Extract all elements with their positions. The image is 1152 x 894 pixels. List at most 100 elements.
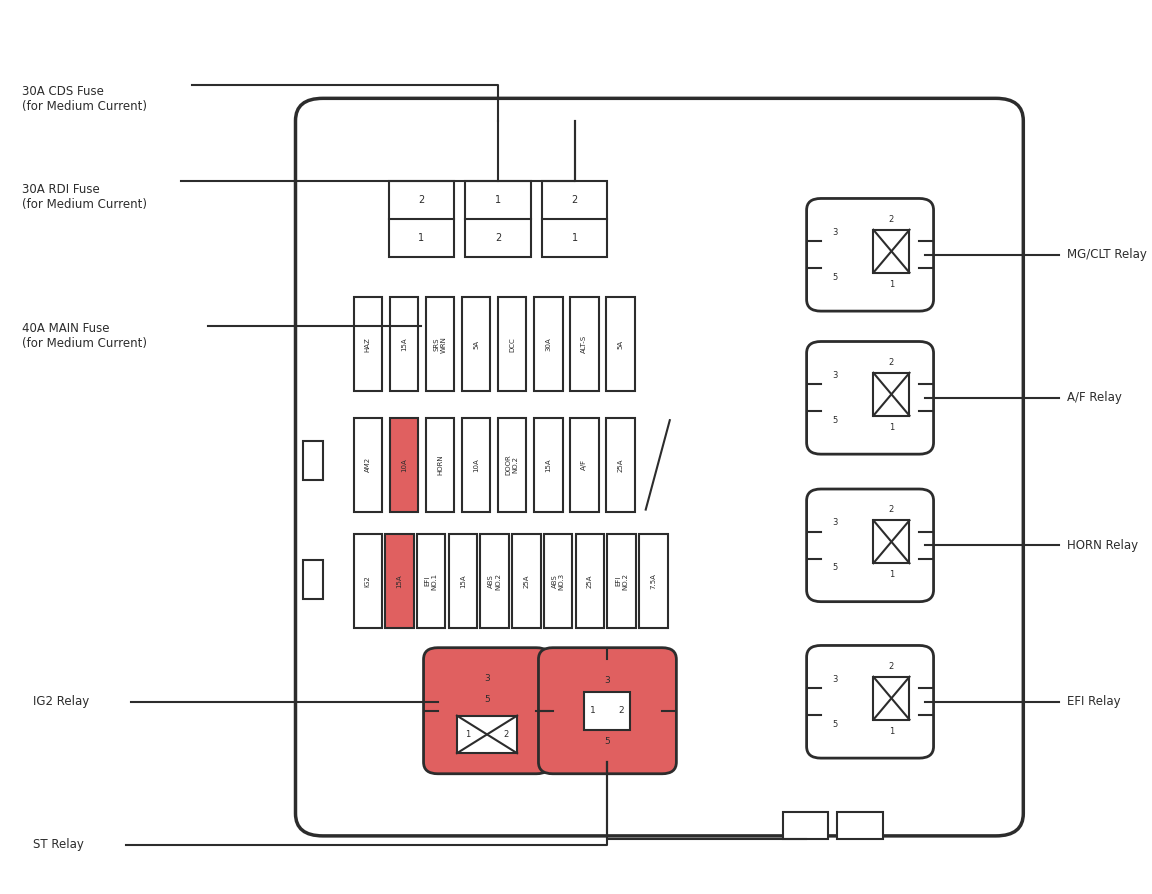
Bar (462, 297, 491, 392)
FancyBboxPatch shape (296, 98, 1023, 836)
FancyBboxPatch shape (538, 647, 676, 774)
Text: 1: 1 (889, 570, 894, 579)
Bar (639, 535, 668, 628)
Bar (782, 812, 828, 839)
Text: 1: 1 (495, 195, 501, 205)
Text: 2: 2 (889, 505, 894, 514)
Text: 3: 3 (833, 519, 838, 527)
Bar (570, 418, 599, 511)
Bar (513, 535, 540, 628)
Bar (465, 181, 531, 257)
Text: 1: 1 (889, 280, 894, 289)
Bar (873, 230, 909, 273)
Text: EFI
NO.2: EFI NO.2 (615, 572, 628, 590)
Text: ALT-S: ALT-S (582, 335, 588, 353)
Text: HAZ: HAZ (365, 337, 371, 351)
Text: 30A CDS Fuse
(for Medium Current): 30A CDS Fuse (for Medium Current) (22, 85, 147, 113)
Text: A/F: A/F (582, 460, 588, 470)
FancyBboxPatch shape (806, 342, 933, 454)
Text: 1: 1 (889, 423, 894, 432)
Text: 15A: 15A (545, 458, 552, 472)
Text: 25A: 25A (586, 574, 593, 588)
Text: 25A: 25A (523, 574, 530, 588)
Bar (873, 373, 909, 416)
Text: IG2 Relay: IG2 Relay (33, 696, 89, 708)
Text: 15A: 15A (396, 574, 402, 588)
Text: 30A: 30A (545, 337, 552, 351)
Text: EFI
NO.1: EFI NO.1 (425, 572, 438, 590)
Text: ABS
NO.3: ABS NO.3 (552, 572, 564, 590)
Text: HORN Relay: HORN Relay (1067, 539, 1138, 552)
Bar (457, 715, 517, 753)
Text: MG/CLT Relay: MG/CLT Relay (1067, 249, 1147, 261)
Bar (388, 181, 454, 257)
Text: 2: 2 (889, 358, 894, 367)
Bar (498, 418, 526, 511)
Bar (544, 535, 573, 628)
Text: 3: 3 (833, 371, 838, 380)
Bar (576, 535, 604, 628)
Bar (606, 418, 635, 511)
Text: 10A: 10A (401, 458, 407, 472)
FancyBboxPatch shape (424, 647, 551, 774)
Bar (354, 418, 382, 511)
Text: 2: 2 (495, 233, 501, 243)
Text: 10A: 10A (473, 458, 479, 472)
Text: DOOR
NO.2: DOOR NO.2 (506, 454, 518, 476)
Text: AM2: AM2 (365, 458, 371, 472)
Bar (354, 297, 382, 392)
Text: HORN: HORN (437, 454, 444, 476)
Bar (873, 677, 909, 720)
Text: 1: 1 (418, 233, 424, 243)
Bar (426, 297, 454, 392)
Bar (535, 297, 562, 392)
Bar (303, 560, 323, 599)
Text: A/F Relay: A/F Relay (1067, 392, 1122, 404)
Bar (354, 535, 382, 628)
Bar (606, 297, 635, 392)
Bar (584, 692, 630, 730)
Text: 2: 2 (418, 195, 424, 205)
Text: IG2: IG2 (365, 575, 371, 587)
Text: 7.5A: 7.5A (651, 573, 657, 589)
Bar (498, 297, 526, 392)
Bar (541, 181, 607, 257)
Text: 5A: 5A (473, 340, 479, 349)
Text: 5: 5 (484, 695, 490, 704)
Text: 3: 3 (833, 675, 838, 684)
Bar (480, 535, 509, 628)
Bar (417, 535, 446, 628)
Text: 2: 2 (889, 662, 894, 670)
Bar (449, 535, 477, 628)
Text: 2: 2 (889, 215, 894, 224)
Bar (303, 441, 323, 480)
Bar (873, 520, 909, 563)
Text: 5: 5 (833, 273, 838, 282)
Bar (462, 418, 491, 511)
Text: 2: 2 (619, 706, 624, 715)
Text: 15A: 15A (401, 337, 407, 351)
Text: 5: 5 (833, 563, 838, 572)
Text: 3: 3 (484, 674, 490, 684)
Text: 3: 3 (833, 228, 838, 237)
Text: 1: 1 (889, 727, 894, 736)
FancyBboxPatch shape (806, 489, 933, 602)
Text: 30A RDI Fuse
(for Medium Current): 30A RDI Fuse (for Medium Current) (22, 183, 147, 211)
Text: 5: 5 (833, 416, 838, 425)
Text: 5A: 5A (617, 340, 623, 349)
Bar (385, 535, 414, 628)
Text: ST Relay: ST Relay (33, 839, 84, 851)
Text: DCC: DCC (509, 337, 515, 351)
Bar (535, 418, 562, 511)
Text: 1: 1 (590, 706, 596, 715)
Text: 3: 3 (605, 676, 611, 685)
Text: 5: 5 (833, 720, 838, 729)
Text: 25A: 25A (617, 458, 623, 472)
Bar (570, 297, 599, 392)
Text: 2: 2 (571, 195, 577, 205)
Text: 1: 1 (465, 730, 470, 739)
Text: 5: 5 (605, 737, 611, 746)
Text: 1: 1 (571, 233, 577, 243)
Text: 2: 2 (503, 730, 509, 739)
Text: SRS
WRN: SRS WRN (433, 336, 447, 352)
